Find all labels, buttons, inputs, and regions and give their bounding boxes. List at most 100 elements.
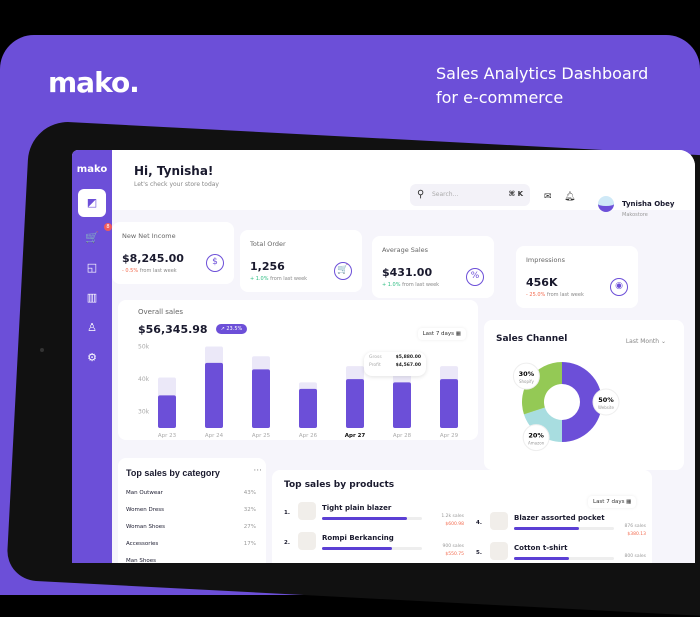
kpi-change-value: - 25.0% [526, 292, 546, 298]
slice-website[interactable] [562, 362, 602, 442]
bar-profit[interactable] [346, 379, 364, 428]
slice-amazon[interactable] [523, 407, 562, 442]
chart-tooltip: Gross $5,880.00 Profit $4,567.00 [364, 352, 426, 376]
products-range-select[interactable]: Last 7 days ▦ [588, 496, 637, 508]
product-rank: 4. [476, 520, 482, 526]
product-progress [514, 527, 614, 530]
kpi-label: Impressions [526, 256, 565, 264]
tagline-line-2: for e-commerce [436, 88, 564, 107]
slice-label: 20%Amazon [522, 424, 550, 452]
category-row[interactable]: Women Dress 32% [126, 507, 256, 513]
bell-icon[interactable]: 🔔︎ [564, 192, 576, 202]
product-sales: 900 sales [442, 544, 465, 549]
tooltip-profit-label: Profit [369, 363, 381, 368]
slice-name: Website [598, 405, 614, 410]
sales-channel-donut: 50%Website 20%Amazon 30%Shopify [512, 362, 620, 452]
product-name: Blazer assorted pocket [514, 514, 605, 522]
category-row[interactable]: Man Outwear 43% [126, 490, 256, 496]
channel-range-label: Last Month [625, 338, 660, 345]
mako-logo: mako. [48, 66, 140, 99]
sidebar-cart-icon[interactable]: 🛒 8 [83, 223, 112, 247]
tooltip-profit-value: $4,567.00 [395, 363, 421, 368]
sidebar-brand: mako [76, 164, 108, 175]
slice-shopify[interactable] [522, 362, 562, 415]
top-category-card: Top sales by category ··· Man Outwear 43%… [118, 458, 266, 563]
category-pct: 43% [243, 490, 256, 496]
sidebar-bag-icon[interactable]: ◱ [86, 261, 98, 274]
sidebar-chart-icon[interactable]: ▥ [86, 291, 98, 304]
product-name: Rompi Berkancing [322, 534, 394, 542]
avatar[interactable] [598, 196, 614, 212]
x-tick: Apr 29 [440, 433, 459, 439]
kpi-change-suffix: from last week [138, 268, 177, 274]
product-row[interactable]: 4. Blazer assorted pocket 876 sales $380… [476, 512, 646, 542]
sidebar: mako ◩ 🛒 8 ◱ ▥ ♙ ⚙ [72, 150, 112, 563]
search-shortcut: ⌘ K [508, 190, 523, 198]
main: Hi, Tynisha! Let's check your store toda… [112, 150, 695, 563]
bar-profit[interactable] [252, 369, 270, 428]
kpi-change-value: + 1.0% [250, 276, 269, 282]
sales-channel-card: Sales Channel Last Month ⌄ 50% Website 20%… [484, 320, 684, 470]
product-price: $550.75 [445, 552, 464, 557]
product-row[interactable]: 1. Tight plain blazer 1.2k sales $600.98 [284, 502, 464, 532]
channel-range-select[interactable]: Last Month ⌄ [625, 338, 666, 345]
kpi-change-suffix: from last week [545, 292, 584, 298]
more-icon[interactable]: ··· [253, 466, 262, 476]
product-progress [322, 517, 422, 520]
x-tick: Apr 25 [252, 433, 271, 439]
product-row[interactable]: 5. Cotton t-shirt 800 sales [476, 542, 647, 563]
category-row[interactable]: Woman Shoes 27% [126, 524, 256, 530]
kpi-change-suffix: from last week [400, 282, 440, 288]
slice-name: Amazon [528, 441, 545, 446]
product-progress-fill [514, 557, 569, 560]
product-progress [514, 557, 614, 560]
user-name: Tynisha Obey [622, 200, 675, 208]
range-label: Last 7 days [422, 331, 455, 337]
category-name: Woman Shoes [126, 524, 166, 530]
x-tick: Apr 24 [205, 433, 224, 439]
category-name: Man Shoes [126, 558, 156, 563]
kpi-value: 1,256 [250, 260, 285, 273]
sidebar-dashboard-icon[interactable]: ◩ [78, 189, 106, 217]
product-progress-fill [322, 547, 392, 550]
kpi-icon: $ [206, 254, 224, 272]
product-progress-fill [322, 517, 407, 520]
range-select[interactable]: Last 7 days ▦ [417, 328, 466, 340]
slice-name: Shopify [519, 379, 535, 384]
greeting: Hi, Tynisha! [134, 164, 214, 178]
bar-profit[interactable] [440, 379, 458, 428]
product-sales: 800 sales [624, 554, 647, 559]
slice-label: 50%Website [592, 388, 620, 416]
overall-label: Overall sales [138, 308, 184, 316]
sidebar-settings-icon[interactable]: ⚙ [87, 351, 97, 364]
kpi-change: + 1.0% from last week [382, 282, 439, 288]
mail-icon[interactable]: ✉ [544, 192, 552, 202]
product-sales: 1.2k sales [441, 514, 464, 519]
kpi-change-value: + 1.0% [382, 282, 401, 288]
category-row[interactable]: Man Shoes [126, 558, 256, 563]
kpi-card: Average Sales $431.00 + 1.0% from last w… [372, 236, 494, 298]
product-name: Cotton t-shirt [514, 544, 568, 552]
product-row[interactable]: 2. Rompi Berkancing 900 sales $550.75 [284, 532, 465, 562]
slice-pct: 20% [528, 432, 544, 440]
search-input[interactable]: ⚲ Search... ⌘ K [410, 184, 530, 206]
growth-badge: ↗ 23.5% [215, 323, 248, 334]
kpi-change: + 1.0% from last week [250, 276, 307, 282]
product-rank: 5. [476, 550, 482, 556]
sidebar-user-icon[interactable]: ♙ [87, 321, 97, 334]
product-price: $600.98 [445, 522, 464, 527]
slice-pct: 50% [598, 396, 614, 404]
x-tick: Apr 28 [393, 433, 412, 439]
bar-profit[interactable] [299, 388, 317, 428]
product-thumbnail [490, 512, 508, 530]
slice-pct: 30% [519, 370, 535, 378]
category-row[interactable]: Accessories 17% [126, 541, 256, 547]
kpi-value: $431.00 [382, 266, 433, 279]
kpi-label: Average Sales [382, 246, 429, 254]
kpi-label: New Net Income [122, 232, 176, 240]
bar-profit[interactable] [393, 382, 411, 428]
tooltip-gross-label: Gross [369, 355, 382, 360]
sales-channel-title: Sales Channel [496, 334, 568, 344]
bar-profit[interactable] [205, 362, 223, 428]
bar-profit[interactable] [158, 395, 176, 428]
